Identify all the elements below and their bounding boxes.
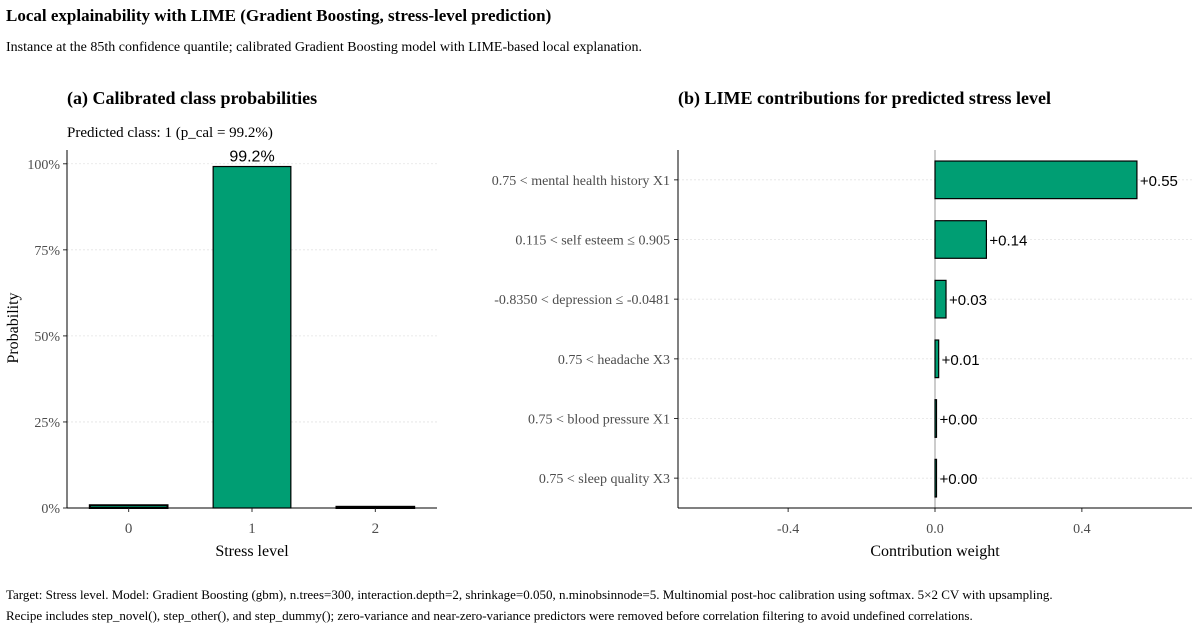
feature-label: 0.75 < mental health history X1 (492, 174, 670, 189)
panel-a-y-axis-label: Probability (5, 292, 22, 363)
contribution-bar (934, 339, 940, 379)
feature-label: -0.8350 < depression ≤ -0.0481 (494, 293, 670, 308)
footnote-line-1: Target: Stress level. Model: Gradient Bo… (6, 587, 1053, 602)
y-tick-label: 100% (27, 158, 60, 173)
panel-a-subtitle: Predicted class: 1 (p_cal = 99.2%) (67, 125, 273, 141)
contribution-bar (934, 160, 1138, 200)
data-label: +0.00 (940, 412, 978, 429)
y-tick-label: 75% (34, 244, 60, 259)
y-tick-label: 0% (41, 502, 60, 517)
data-label: +0.01 (942, 352, 980, 369)
feature-label: 0.75 < sleep quality X3 (539, 472, 670, 487)
contribution-bar (934, 399, 938, 438)
data-label: +0.03 (949, 292, 987, 309)
contribution-bar (934, 220, 988, 259)
x-tick-label: 0.0 (926, 522, 944, 537)
panel-a-plot: 0% 25% 50% 75% 100% 0 1 99.2% 2 (27, 149, 437, 537)
x-tick-label: 0.4 (1073, 522, 1091, 537)
feature-label: 0.75 < headache X3 (558, 353, 670, 368)
panel-b-x-axis-label: Contribution weight (870, 543, 1000, 560)
data-label: 99.2% (229, 149, 274, 166)
feature-label: 0.115 < self esteem ≤ 0.905 (515, 234, 670, 249)
panel-b-plot: +0.55 0.75 < mental health history X1 +0.1… (492, 150, 1192, 537)
contribution-bar (934, 458, 938, 498)
page-subtitle: Instance at the 85th confidence quantile… (6, 40, 643, 55)
x-tick-label: 0 (125, 521, 133, 537)
x-tick-label: 2 (372, 521, 380, 537)
footnote-line-2: Recipe includes step_novel(), step_other… (6, 608, 973, 623)
bar-class-1 (212, 165, 292, 509)
data-label: +0.55 (1140, 173, 1178, 190)
panel-b-title: (b) LIME contributions for predicted str… (678, 88, 1051, 109)
x-tick-label: -0.4 (777, 522, 799, 537)
feature-label: 0.75 < blood pressure X1 (528, 413, 670, 428)
data-label: +0.14 (989, 233, 1027, 250)
contribution-bar (934, 279, 947, 319)
y-tick-label: 25% (34, 416, 60, 431)
data-label: +0.00 (940, 471, 978, 488)
page-title: Local explainability with LIME (Gradient… (6, 6, 552, 25)
x-tick-label: 1 (248, 521, 256, 537)
panel-a-title: (a) Calibrated class probabilities (67, 88, 317, 109)
panel-a-x-axis-label: Stress level (215, 543, 289, 560)
y-tick-label: 50% (34, 330, 60, 345)
